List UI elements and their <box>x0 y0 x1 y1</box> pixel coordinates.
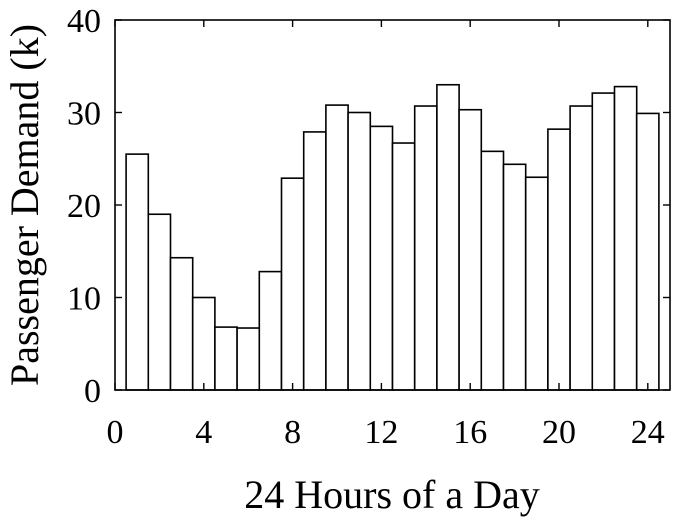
y-tick-label: 10 <box>67 281 101 318</box>
x-tick-label: 0 <box>107 414 124 451</box>
bar-hour-3 <box>169 256 194 391</box>
y-tick-label: 40 <box>67 3 101 40</box>
bar-hour-6 <box>236 327 261 391</box>
bar-hour-13 <box>391 142 416 391</box>
bar-hour-20 <box>547 128 571 391</box>
x-tick-label: 20 <box>542 414 576 451</box>
x-axis: 0 4 8 12 16 20 24 <box>107 20 665 451</box>
bar-hour-5 <box>214 326 238 391</box>
x-tick-label: 24 <box>631 414 665 451</box>
y-tick-label: 20 <box>67 188 101 225</box>
bar-hour-11 <box>347 111 372 391</box>
bar-hour-9 <box>302 131 327 391</box>
bar-hour-24 <box>635 112 660 391</box>
bar-hour-21 <box>569 105 594 391</box>
bar-hour-2 <box>147 213 172 391</box>
bars-group <box>125 83 660 391</box>
x-tick-label: 16 <box>453 414 487 451</box>
bar-hour-10 <box>325 104 349 391</box>
y-tick-label: 0 <box>84 373 101 410</box>
x-tick-label: 12 <box>364 414 398 451</box>
bar-hour-18 <box>502 163 527 391</box>
bar-hour-1 <box>125 153 150 391</box>
y-axis: 0 10 20 30 40 <box>67 3 670 410</box>
bar-hour-19 <box>524 176 549 391</box>
bar-hour-17 <box>480 150 505 391</box>
bar-hour-22 <box>591 92 616 391</box>
bar-hour-7 <box>258 270 283 391</box>
y-axis-title: Passenger Demand (k) <box>2 24 47 386</box>
bar-hour-15 <box>436 83 460 391</box>
bar-hour-8 <box>280 177 305 391</box>
bar-hour-23 <box>613 85 638 391</box>
bar-hour-4 <box>191 296 216 391</box>
bar-hour-14 <box>413 105 438 391</box>
y-tick-label: 30 <box>67 96 101 133</box>
x-axis-title: 24 Hours of a Day <box>244 472 540 517</box>
bar-hour-12 <box>369 125 394 391</box>
x-tick-label: 4 <box>195 414 212 451</box>
bar-hour-16 <box>458 108 483 391</box>
x-tick-label: 8 <box>284 414 301 451</box>
